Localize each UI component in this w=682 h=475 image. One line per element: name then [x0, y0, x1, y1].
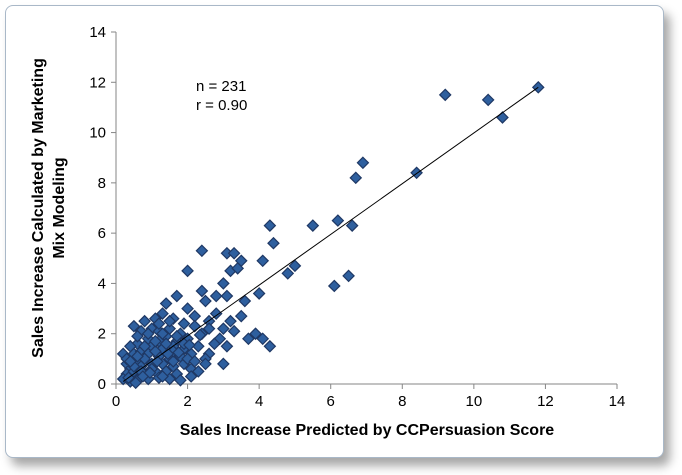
data-point	[199, 294, 212, 308]
x-tick-label: 6	[327, 393, 335, 410]
data-point	[156, 307, 169, 320]
data-point	[234, 309, 248, 323]
data-point	[141, 327, 155, 341]
trendline	[122, 86, 539, 382]
data-point	[138, 339, 151, 353]
data-point	[208, 337, 221, 351]
data-point	[217, 277, 230, 290]
data-point	[252, 287, 266, 300]
data-point	[131, 329, 144, 343]
data-point	[195, 284, 209, 298]
y-axis-title-line2: Mix Modeling	[51, 157, 68, 258]
data-point	[227, 246, 241, 260]
annotation-r: r = 0.90	[196, 97, 247, 114]
data-point	[331, 214, 345, 227]
data-point	[267, 236, 280, 250]
x-tick-label: 2	[183, 393, 191, 410]
y-tick-labels: 0 2 4 6 8 10 12 14	[89, 24, 106, 393]
data-point	[342, 269, 355, 283]
data-point	[217, 322, 230, 336]
data-point	[188, 319, 202, 333]
x-axis-title: Sales Increase Predicted by CCPersuasion…	[180, 422, 555, 439]
x-tick-label: 12	[537, 393, 554, 410]
data-point	[166, 355, 180, 368]
data-point	[438, 88, 452, 102]
y-tick-label: 14	[89, 24, 106, 41]
data-point	[256, 332, 270, 346]
data-point	[209, 289, 223, 303]
data-point	[306, 219, 320, 232]
y-tick-label: 4	[98, 275, 106, 292]
data-point	[199, 357, 212, 371]
y-tick-label: 12	[89, 74, 106, 91]
data-point	[281, 267, 295, 280]
data-point	[193, 328, 207, 342]
data-point	[138, 314, 151, 328]
data-point	[174, 373, 187, 387]
data-point	[202, 322, 216, 336]
data-point	[184, 370, 198, 383]
y-tick-label: 10	[89, 125, 106, 142]
data-point	[181, 302, 194, 315]
data-point	[156, 370, 169, 383]
data-point	[217, 357, 230, 371]
data-point	[152, 317, 166, 331]
trendline-group	[122, 86, 539, 382]
data-point	[183, 338, 196, 352]
data-point	[149, 334, 162, 348]
data-point	[238, 294, 252, 308]
data-point	[181, 264, 194, 278]
data-point	[345, 219, 359, 232]
data-point	[170, 329, 184, 343]
data-point	[191, 339, 205, 353]
data-point	[159, 297, 173, 310]
data-point	[224, 314, 237, 328]
data-point	[129, 376, 143, 390]
data-point	[349, 171, 363, 185]
data-point	[220, 339, 234, 353]
data-point	[209, 307, 223, 320]
x-tick-label: 8	[398, 393, 406, 410]
data-point	[263, 219, 277, 232]
data-point	[188, 355, 202, 368]
data-point	[288, 259, 302, 273]
x-tick-label: 4	[255, 393, 263, 410]
data-point	[481, 93, 495, 107]
data-point	[263, 339, 277, 353]
x-tick-label: 10	[466, 393, 483, 410]
y-tick-label: 2	[98, 326, 106, 343]
annotation-n: n = 231	[196, 78, 246, 95]
y-tick-label: 6	[98, 225, 106, 242]
x-tick-labels: 0 2 4 6 8 10 12 14	[112, 393, 626, 410]
data-point	[177, 317, 191, 331]
data-point	[220, 289, 234, 303]
y-axis-title-line1: Sales Increase Calculated by Marketing	[30, 58, 47, 358]
data-point	[249, 327, 262, 341]
x-tick-label: 14	[609, 393, 626, 410]
data-point	[163, 314, 177, 328]
data-point	[170, 289, 184, 303]
axes	[111, 31, 618, 389]
data-point	[356, 156, 370, 170]
data-point	[131, 349, 144, 363]
data-point	[496, 111, 509, 124]
data-point	[123, 355, 137, 368]
data-point	[256, 254, 270, 268]
data-point	[156, 327, 169, 341]
y-tick-label: 0	[98, 376, 106, 393]
data-point	[191, 365, 205, 378]
data-points	[116, 80, 545, 390]
data-point	[195, 244, 209, 258]
data-point	[231, 261, 245, 275]
y-tick-label: 8	[98, 175, 106, 192]
data-point	[327, 279, 341, 293]
data-point	[143, 366, 157, 380]
x-tick-label: 0	[112, 393, 120, 410]
data-point	[127, 319, 141, 333]
data-point	[242, 332, 255, 346]
data-point	[227, 324, 241, 338]
data-point	[172, 346, 185, 359]
